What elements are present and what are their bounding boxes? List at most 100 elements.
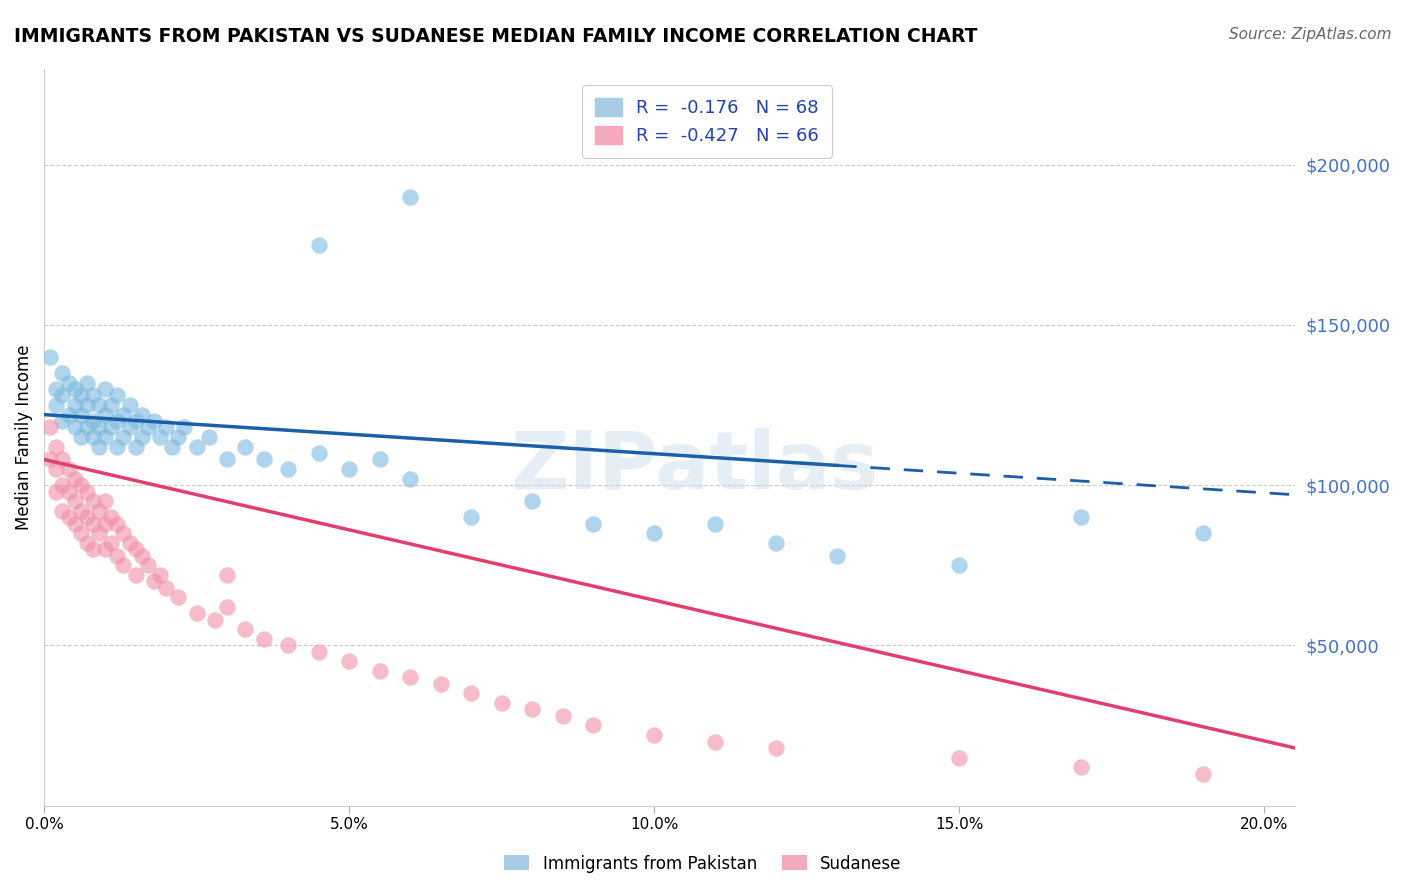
Point (149, 430, 172, 444)
Point (204, 613, 226, 627)
Point (45, 382, 67, 396)
Point (82, 516, 104, 531)
Point (45, 484, 67, 499)
Point (704, 734, 727, 748)
Point (399, 190, 422, 204)
Point (45, 440, 67, 454)
Point (136, 420, 159, 434)
Point (76, 376, 98, 390)
Point (131, 430, 153, 444)
Point (76, 398, 98, 412)
Point (87, 440, 110, 454)
Point (69, 388, 91, 402)
Point (765, 740, 787, 755)
Point (39, 452, 62, 467)
Point (58, 408, 80, 422)
Point (136, 558, 159, 573)
Point (94, 542, 117, 557)
Point (118, 536, 141, 550)
Point (69, 478, 91, 492)
Point (368, 664, 391, 678)
Point (1192, 526, 1215, 541)
Point (76, 484, 98, 499)
Point (51, 452, 73, 467)
Point (948, 558, 970, 573)
Point (337, 654, 360, 668)
Point (112, 408, 135, 422)
Point (105, 440, 128, 454)
Point (217, 452, 239, 467)
Point (82, 430, 104, 444)
Point (63, 494, 86, 508)
Text: Source: ZipAtlas.com: Source: ZipAtlas.com (1229, 27, 1392, 42)
Point (337, 462, 360, 476)
Point (131, 549, 153, 563)
Point (160, 440, 183, 454)
Point (63, 420, 86, 434)
Y-axis label: Median Family Income: Median Family Income (15, 344, 32, 530)
Point (105, 414, 128, 428)
Point (368, 452, 391, 467)
Point (69, 504, 91, 518)
Point (51, 414, 73, 428)
Point (51, 388, 73, 402)
Point (704, 516, 727, 531)
Point (58, 376, 80, 390)
Point (82, 388, 104, 402)
Point (51, 478, 73, 492)
Point (308, 645, 330, 659)
Point (105, 549, 128, 563)
Point (643, 728, 665, 742)
Point (520, 702, 543, 716)
Point (142, 414, 165, 428)
Point (131, 408, 153, 422)
Point (308, 237, 330, 252)
Point (45, 398, 67, 412)
Point (112, 430, 135, 444)
Point (105, 388, 128, 402)
Point (58, 462, 80, 476)
Point (551, 709, 574, 723)
Point (277, 638, 299, 652)
Point (399, 670, 422, 684)
Point (94, 382, 117, 396)
Point (1070, 760, 1092, 774)
Point (149, 567, 172, 582)
Point (124, 542, 146, 557)
Point (63, 398, 86, 412)
Point (63, 516, 86, 531)
Point (1192, 766, 1215, 780)
Point (429, 677, 451, 691)
Point (112, 558, 135, 573)
Point (100, 536, 122, 550)
Point (76, 420, 98, 434)
Point (217, 567, 239, 582)
Point (45, 462, 67, 476)
Point (142, 574, 165, 589)
Point (87, 526, 110, 541)
Point (167, 430, 190, 444)
Legend: Immigrants from Pakistan, Sudanese: Immigrants from Pakistan, Sudanese (498, 848, 908, 880)
Point (100, 420, 122, 434)
Point (112, 526, 135, 541)
Point (69, 408, 91, 422)
Point (118, 420, 141, 434)
Point (520, 494, 543, 508)
Point (69, 430, 91, 444)
Point (87, 420, 110, 434)
Point (58, 484, 80, 499)
Point (63, 382, 86, 396)
Point (63, 472, 86, 486)
Point (76, 536, 98, 550)
Point (253, 452, 276, 467)
Point (582, 718, 605, 732)
Point (582, 516, 605, 531)
Point (87, 398, 110, 412)
Point (399, 472, 422, 486)
Point (94, 430, 117, 444)
Point (277, 462, 299, 476)
Point (765, 536, 787, 550)
Point (825, 549, 848, 563)
Point (124, 414, 146, 428)
Point (167, 591, 190, 605)
